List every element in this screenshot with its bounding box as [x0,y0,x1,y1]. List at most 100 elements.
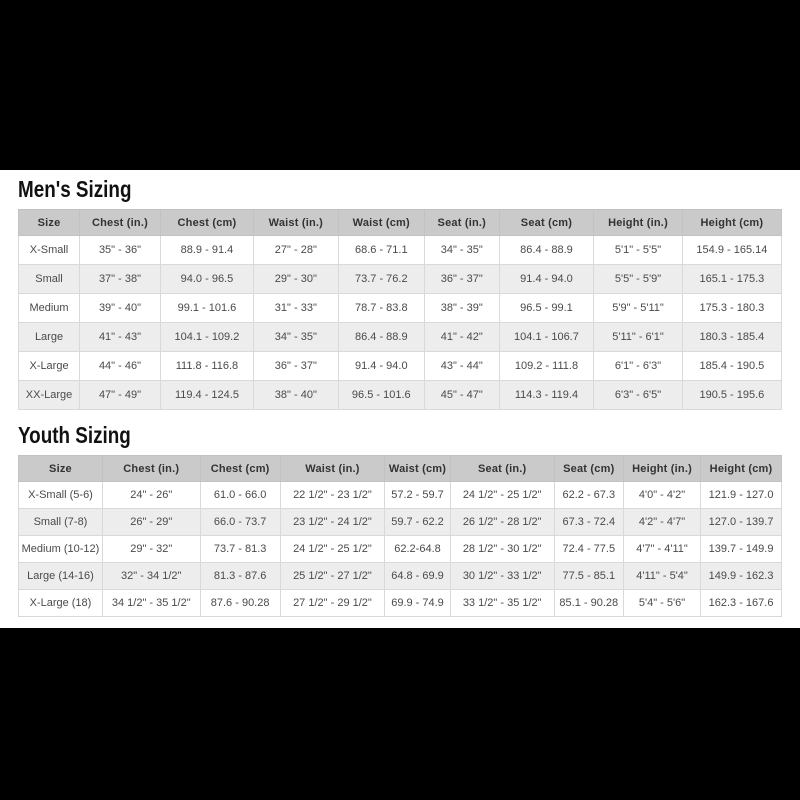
content-area: Men's Sizing Size Chest (in.) Chest (cm) Wa… [0,170,800,628]
table-row: Large 41" - 43" 104.1 - 109.2 34" - 35" 86.4… [17,322,783,352]
top-black-bar [0,0,800,170]
column-header: Waist (cm) [337,209,425,236]
value-cell: 24" - 26" [101,481,201,509]
table-row: Medium 39" - 40" 99.1 - 101.6 31" - 33" 78.7… [17,293,783,323]
value-cell: 72.4 - 77.5 [553,535,625,563]
value-cell: 26" - 29" [101,508,201,536]
table-row: X-Small (5-6) 24" - 26" 61.0 - 66.0 22 1/2"… [18,481,782,509]
size-cell: Small [17,264,81,294]
value-cell: 5'9" - 5'11" [593,293,683,323]
value-cell: 61.0 - 66.0 [199,481,281,509]
value-cell: 44" - 46" [79,351,161,381]
column-header: Seat (cm) [498,209,595,236]
size-cell: Small (7-8) [18,508,103,536]
value-cell: 38" - 40" [252,380,339,410]
value-cell: 47" - 49" [79,380,161,410]
value-cell: 91.4 - 94.0 [498,264,595,294]
column-header: Waist (cm) [384,455,451,482]
value-cell: 29" - 30" [252,264,339,294]
column-header: Chest (cm) [199,455,281,482]
value-cell: 66.0 - 73.7 [199,508,281,536]
table-row: X-Large (18) 34 1/2" - 35 1/2" 87.6 - 90.2… [18,589,782,617]
value-cell: 64.8 - 69.9 [384,562,451,590]
size-cell: X-Small (5-6) [18,481,103,509]
size-cell: X-Large [17,351,81,381]
value-cell: 139.7 - 149.9 [700,535,782,563]
column-header: Size [17,209,81,236]
value-cell: 24 1/2" - 25 1/2" [449,481,555,509]
table-row: Large (14-16) 32" - 34 1/2" 81.3 - 87.6 25 … [18,562,782,590]
size-cell: Medium (10-12) [18,535,103,563]
value-cell: 26 1/2" - 28 1/2" [449,508,555,536]
value-cell: 27 1/2" - 29 1/2" [279,589,386,617]
value-cell: 185.4 - 190.5 [681,351,783,381]
value-cell: 78.7 - 83.8 [337,293,425,323]
value-cell: 190.5 - 195.6 [681,380,783,410]
value-cell: 31" - 33" [252,293,339,323]
value-cell: 6'3" - 6'5" [593,380,683,410]
value-cell: 175.3 - 180.3 [681,293,783,323]
value-cell: 43" - 44" [423,351,500,381]
table-row: Small (7-8) 26" - 29" 66.0 - 73.7 23 1/2" -… [18,508,782,536]
column-header: Seat (cm) [553,455,625,482]
section-youth-sizing: Youth Sizing Size Chest (in.) Chest (cm) Wa… [18,424,782,617]
value-cell: 34" - 35" [252,322,339,352]
value-cell: 59.7 - 62.2 [384,508,451,536]
value-cell: 62.2-64.8 [384,535,451,563]
value-cell: 99.1 - 101.6 [159,293,254,323]
value-cell: 36" - 37" [252,351,339,381]
value-cell: 5'4" - 5'6" [622,589,702,617]
value-cell: 28 1/2" - 30 1/2" [449,535,555,563]
value-cell: 111.8 - 116.8 [159,351,254,381]
size-cell: Large (14-16) [18,562,103,590]
value-cell: 180.3 - 185.4 [681,322,783,352]
value-cell: 77.5 - 85.1 [553,562,625,590]
value-cell: 73.7 - 81.3 [199,535,281,563]
value-cell: 104.1 - 106.7 [498,322,595,352]
value-cell: 114.3 - 119.4 [498,380,595,410]
value-cell: 25 1/2" - 27 1/2" [279,562,386,590]
value-cell: 109.2 - 111.8 [498,351,595,381]
value-cell: 86.4 - 88.9 [498,235,595,265]
value-cell: 96.5 - 101.6 [337,380,425,410]
youth-sizing-title: Youth Sizing [18,422,131,448]
value-cell: 57.2 - 59.7 [384,481,451,509]
value-cell: 96.5 - 99.1 [498,293,595,323]
value-cell: 91.4 - 94.0 [337,351,425,381]
value-cell: 87.6 - 90.28 [199,589,281,617]
size-cell: Large [17,322,81,352]
value-cell: 154.9 - 165.14 [681,235,783,265]
column-header: Height (cm) [681,209,783,236]
value-cell: 33 1/2" - 35 1/2" [449,589,555,617]
value-cell: 68.6 - 71.1 [337,235,425,265]
size-cell: XX-Large [17,380,81,410]
section-mens-sizing: Men's Sizing Size Chest (in.) Chest (cm) Wa… [17,178,783,410]
column-header: Size [18,455,103,482]
size-cell: X-Large (18) [18,589,103,617]
value-cell: 5'5" - 5'9" [593,264,683,294]
value-cell: 62.2 - 67.3 [553,481,625,509]
value-cell: 67.3 - 72.4 [553,508,625,536]
value-cell: 165.1 - 175.3 [681,264,783,294]
value-cell: 23 1/2" - 24 1/2" [279,508,386,536]
value-cell: 94.0 - 96.5 [159,264,254,294]
value-cell: 41" - 42" [423,322,500,352]
column-header: Height (in.) [593,209,683,236]
value-cell: 5'11" - 6'1" [593,322,683,352]
column-header: Chest (in.) [101,455,201,482]
column-header: Seat (in.) [449,455,555,482]
value-cell: 35" - 36" [79,235,161,265]
value-cell: 29" - 32" [101,535,201,563]
value-cell: 34 1/2" - 35 1/2" [101,589,201,617]
value-cell: 69.9 - 74.9 [384,589,451,617]
table-row: X-Small 35" - 36" 88.9 - 91.4 27" - 28" 68.6… [17,235,783,265]
value-cell: 32" - 34 1/2" [101,562,201,590]
column-header: Seat (in.) [423,209,500,236]
header-row: Size Chest (in.) Chest (cm) Waist (in.) Wais… [18,455,782,482]
table-row: X-Large 44" - 46" 111.8 - 116.8 36" - 37" 91… [17,351,783,381]
value-cell: 45" - 47" [423,380,500,410]
value-cell: 4'2" - 4'7" [622,508,702,536]
value-cell: 4'0" - 4'2" [622,481,702,509]
size-cell: X-Small [17,235,81,265]
